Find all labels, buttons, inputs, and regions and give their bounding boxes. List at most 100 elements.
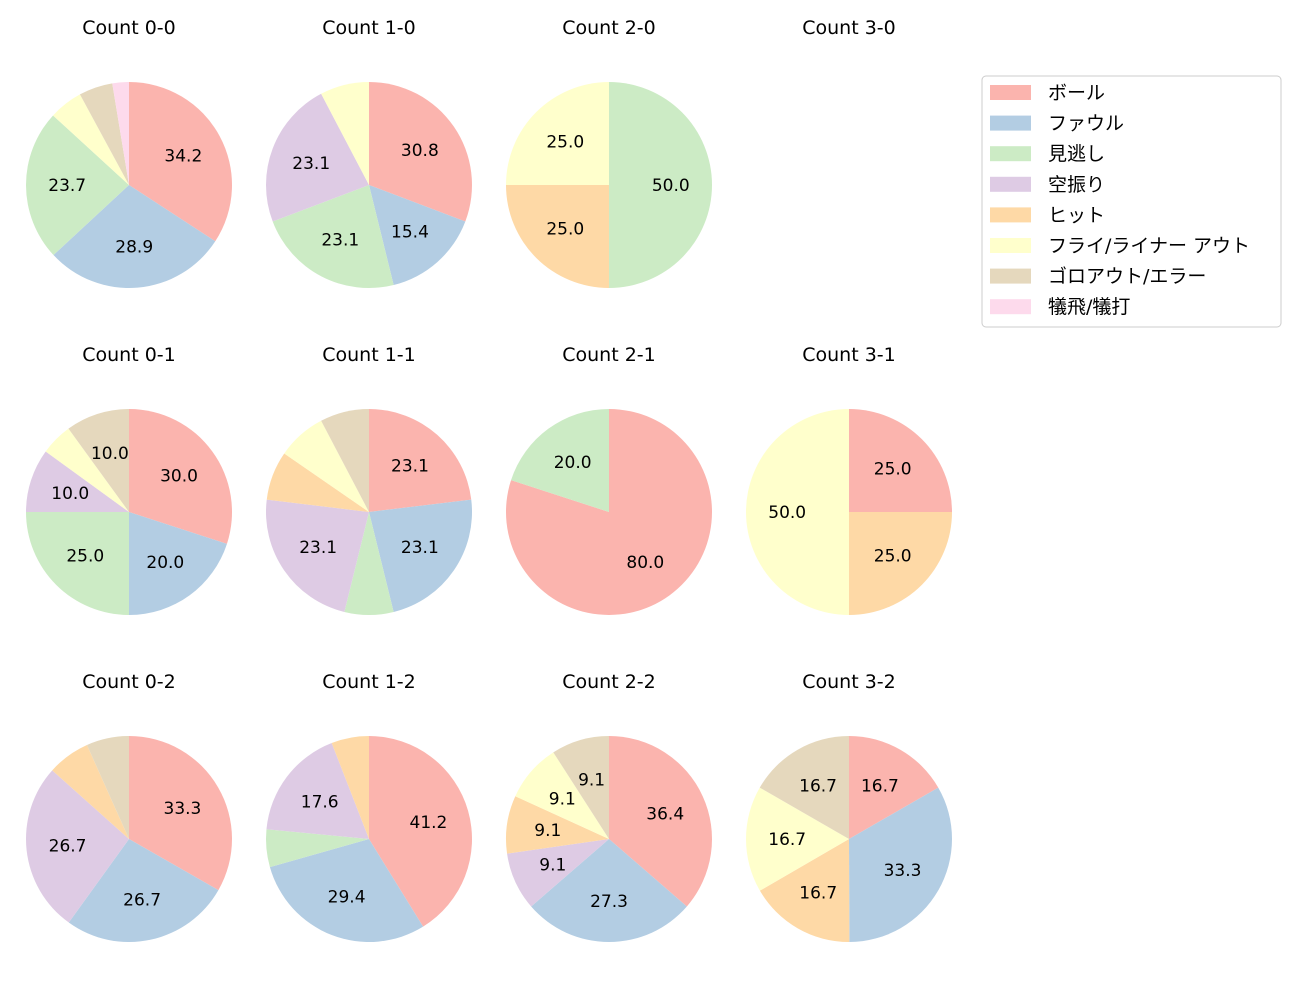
slice-8 [112, 82, 129, 185]
slice-label: 23.1 [299, 538, 337, 558]
legend-swatch [990, 268, 1031, 284]
slice-label: 23.7 [48, 176, 86, 196]
slice-6 [515, 752, 609, 839]
slice-1 [369, 736, 472, 927]
slice-4 [266, 93, 369, 222]
slice-label: 9.1 [539, 856, 566, 876]
slice-5 [849, 512, 952, 615]
legend-swatch [990, 176, 1031, 192]
pie-title: Count 2-0 [562, 17, 656, 39]
slice-1 [129, 736, 233, 891]
legend-label: 見逃し [1048, 143, 1105, 165]
legend-label: 犠飛/犠打 [1048, 296, 1130, 318]
slice-label: 50.0 [768, 503, 806, 523]
slice-label: 23.1 [391, 457, 429, 477]
slice-label: 15.4 [391, 222, 429, 242]
slice-4 [26, 770, 129, 923]
pie-title: Count 2-1 [562, 344, 656, 366]
legend-swatch [990, 85, 1031, 100]
pie-count-3-2: Count 3-2 16.7 33.3 16.7 16.7 16.7 [745, 671, 952, 942]
slice-3 [511, 409, 609, 512]
slice-5 [266, 453, 369, 512]
slice-2 [129, 512, 227, 615]
slice-label: 16.7 [768, 830, 806, 850]
slice-3 [272, 185, 394, 289]
slice-label: 10.0 [51, 484, 89, 504]
slice-2 [68, 839, 219, 942]
slice-label: 28.9 [115, 238, 153, 258]
slice-2 [53, 185, 216, 288]
slice-7 [86, 736, 129, 839]
slice-label: 25.0 [874, 459, 912, 479]
slice-6 [745, 787, 849, 891]
legend-item: ヒット [990, 204, 1105, 226]
slice-7 [553, 736, 609, 839]
slice-label: 16.7 [861, 776, 899, 796]
legend-swatch [990, 238, 1031, 253]
slice-label: 20.0 [554, 453, 592, 473]
slice-5 [759, 839, 850, 942]
slice-label: 23.1 [401, 538, 439, 558]
slice-label: 80.0 [626, 553, 664, 573]
slice-5 [506, 796, 609, 854]
slice-2 [269, 839, 424, 942]
slice-6 [321, 82, 369, 185]
pie-count-0-2: Count 0-2 33.3 26.7 26.7 [26, 671, 233, 942]
pie-title: Count 1-2 [322, 671, 416, 693]
slice-1 [849, 736, 939, 839]
slice-7 [321, 409, 369, 512]
slice-1 [369, 409, 472, 512]
legend-item: ボール [990, 82, 1105, 104]
pie-title: Count 2-2 [562, 671, 656, 693]
legend-label: フライ/ライナー アウト [1048, 235, 1250, 257]
slice-label: 9.1 [578, 771, 605, 791]
slice-2 [531, 839, 687, 943]
slice-3 [25, 115, 129, 256]
legend-item: 空振り [990, 174, 1105, 196]
slice-label: 9.1 [534, 821, 561, 841]
slice-1 [369, 82, 472, 222]
legend-item: 犠飛/犠打 [990, 296, 1130, 318]
slice-label: 25.0 [66, 547, 104, 567]
slice-7 [759, 736, 849, 839]
slice-5 [52, 744, 130, 839]
legend-label: ゴロアウト/エラー [1048, 266, 1206, 288]
slice-label: 20.0 [146, 553, 184, 573]
slice-4 [266, 742, 369, 839]
slice-label: 41.2 [410, 813, 448, 833]
slice-6 [53, 94, 129, 185]
slice-label: 25.0 [546, 220, 584, 240]
slice-6 [284, 420, 369, 512]
slice-1 [849, 409, 952, 512]
slice-label: 25.0 [546, 132, 584, 152]
slice-label: 25.0 [874, 547, 912, 567]
legend-label: ボール [1048, 82, 1105, 104]
slice-label: 9.1 [549, 790, 576, 810]
pie-title: Count 3-0 [802, 17, 896, 39]
legend-label: 空振り [1048, 174, 1105, 196]
slice-1 [609, 736, 713, 907]
slice-3 [609, 82, 712, 288]
legend-swatch [990, 299, 1031, 315]
slice-label: 23.1 [292, 154, 330, 174]
slice-label: 30.8 [401, 141, 439, 161]
slice-6 [45, 428, 129, 512]
slice-label: 26.7 [49, 837, 87, 857]
pie-title: Count 1-0 [322, 17, 416, 39]
slice-label: 16.7 [799, 776, 837, 796]
slice-label: 26.7 [123, 890, 161, 910]
pie-count-0-0: Count 0-0 34.2 28.9 23.7 [25, 17, 232, 288]
pie-title: Count 3-1 [802, 344, 896, 366]
legend-frame [981, 75, 1282, 328]
slice-label: 33.3 [884, 861, 922, 881]
slice-7 [68, 409, 129, 512]
pie-title: Count 0-0 [82, 17, 176, 39]
legend-label: ファウル [1048, 113, 1124, 135]
legend-item: 見逃し [990, 143, 1105, 165]
pie-count-2-2: Count 2-236.427.39.19.19.19.1 [506, 671, 713, 943]
pie-count-1-0: Count 1-0 30.8 15.4 23.1 23.1 [266, 17, 472, 289]
legend-swatch [990, 146, 1031, 162]
